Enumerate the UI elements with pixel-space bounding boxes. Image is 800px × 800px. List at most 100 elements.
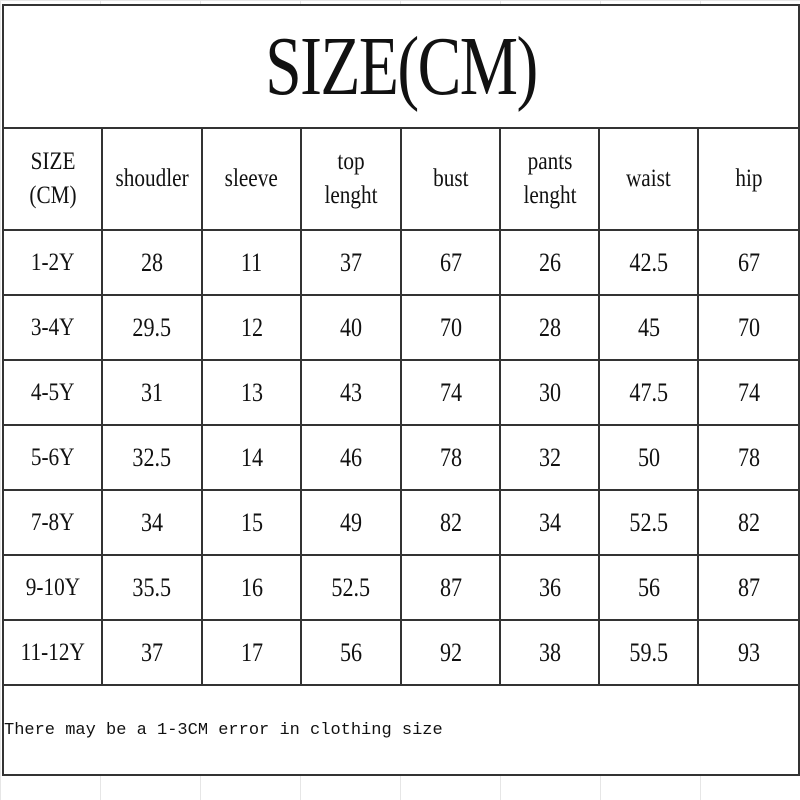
cell-text: 37 <box>339 247 363 277</box>
size-label: 11-12Y <box>2 619 103 686</box>
table-cell: 87 <box>696 554 800 621</box>
cell-text: 5-6Y <box>30 443 75 471</box>
cell-text: 15 <box>240 507 263 537</box>
cell-text: 14 <box>240 442 263 472</box>
column-header-text: hip <box>734 165 763 192</box>
table-cell: 38 <box>499 619 600 686</box>
table-cell: 31 <box>101 359 203 426</box>
table-cell: 35.5 <box>101 554 203 621</box>
column-header-text: sleeve <box>224 165 279 192</box>
cell-text: 74 <box>439 377 462 407</box>
cell-text: 29.5 <box>132 312 172 342</box>
table-cell: 17 <box>201 619 302 686</box>
column-header-text: SIZE (CM) <box>28 148 77 209</box>
table-cell: 78 <box>696 424 800 491</box>
table-cell: 74 <box>400 359 501 426</box>
table-cell: 29.5 <box>101 294 203 361</box>
table-cell: 49 <box>300 489 402 556</box>
column-header: shoudler <box>101 127 203 231</box>
cell-text: 38 <box>538 637 561 667</box>
table-cell: 67 <box>400 229 501 296</box>
table-cell: 82 <box>400 489 501 556</box>
column-header-text: shoudler <box>115 165 189 192</box>
table-cell: 43 <box>300 359 402 426</box>
table-cell: 52.5 <box>598 489 699 556</box>
title-text: SIZE(CM) <box>265 20 538 113</box>
table-title: SIZE(CM) <box>1 4 800 129</box>
table-cell: 47.5 <box>598 359 699 426</box>
table-cell: 32 <box>499 424 600 491</box>
table-cell: 52.5 <box>300 554 402 621</box>
cell-text: 32 <box>538 442 561 472</box>
table-row: 3-4Y 29.5 12 40 70 28 45 70 <box>2 294 800 361</box>
cell-text: 28 <box>140 247 164 277</box>
table-cell: 16 <box>201 554 302 621</box>
column-header-text: waist <box>626 165 671 192</box>
cell-text: 16 <box>240 572 263 602</box>
table-row: 9-10Y 35.5 16 52.5 87 36 56 87 <box>2 554 800 621</box>
cell-text: 56 <box>637 572 660 602</box>
table-cell: 36 <box>499 554 600 621</box>
cell-text: 49 <box>339 507 363 537</box>
cell-text: 70 <box>737 312 760 342</box>
size-label: 3-4Y <box>2 294 103 361</box>
cell-text: 28 <box>538 312 561 342</box>
cell-text: 4-5Y <box>30 378 75 406</box>
note-cell: There may be a 1-3CM error in clothing s… <box>1 684 800 776</box>
column-header: bust <box>400 127 501 231</box>
cell-text: 45 <box>637 312 660 342</box>
table-cell: 67 <box>696 229 800 296</box>
table-cell: 82 <box>696 489 800 556</box>
table-cell: 87 <box>400 554 501 621</box>
table-cell: 30 <box>499 359 600 426</box>
cell-text: 43 <box>339 377 363 407</box>
table-cell: 11 <box>201 229 302 296</box>
size-label: 7-8Y <box>2 489 103 556</box>
table-cell: 74 <box>696 359 800 426</box>
cell-text: 46 <box>339 442 363 472</box>
cell-text: 31 <box>140 377 164 407</box>
cell-text: 42.5 <box>629 247 668 277</box>
cell-text: 67 <box>439 247 462 277</box>
size-chart-table: SIZE(CM) SIZE (CM) shoudler sleeve top leng… <box>1 4 800 776</box>
table-cell: 56 <box>598 554 699 621</box>
cell-text: 78 <box>439 442 462 472</box>
table-row: 5-6Y 32.5 14 46 78 32 50 78 <box>2 424 800 491</box>
table-cell: 59.5 <box>598 619 699 686</box>
column-header: hip <box>696 127 800 231</box>
cell-text: 59.5 <box>629 637 668 667</box>
table-cell: 32.5 <box>101 424 203 491</box>
cell-text: 82 <box>439 507 462 537</box>
cell-text: 82 <box>737 507 760 537</box>
table-cell: 13 <box>201 359 302 426</box>
table-cell: 26 <box>499 229 600 296</box>
cell-text: 78 <box>737 442 760 472</box>
cell-text: 40 <box>339 312 363 342</box>
table-row: 11-12Y 37 17 56 92 38 59.5 93 <box>2 619 800 686</box>
table-cell: 34 <box>499 489 600 556</box>
cell-text: 56 <box>339 637 363 667</box>
table-cell: 12 <box>201 294 302 361</box>
table-cell: 70 <box>400 294 501 361</box>
cell-text: 17 <box>240 637 263 667</box>
cell-text: 7-8Y <box>30 508 75 536</box>
cell-text: 13 <box>240 377 263 407</box>
cell-text: 36 <box>538 572 561 602</box>
table-cell: 46 <box>300 424 402 491</box>
table-cell: 37 <box>101 619 203 686</box>
cell-text: 12 <box>240 312 263 342</box>
column-header: pants lenght <box>499 127 600 231</box>
column-header-text: pants lenght <box>522 148 577 209</box>
table-cell: 15 <box>201 489 302 556</box>
table-cell: 40 <box>300 294 402 361</box>
table-cell: 92 <box>400 619 501 686</box>
cell-text: 26 <box>538 247 561 277</box>
column-header: top lenght <box>300 127 402 231</box>
cell-text: 93 <box>737 637 760 667</box>
cell-text: 3-4Y <box>30 313 75 341</box>
table-cell: 70 <box>696 294 800 361</box>
cell-text: 70 <box>439 312 462 342</box>
cell-text: 74 <box>737 377 760 407</box>
table-cell: 37 <box>300 229 402 296</box>
table-cell: 14 <box>201 424 302 491</box>
